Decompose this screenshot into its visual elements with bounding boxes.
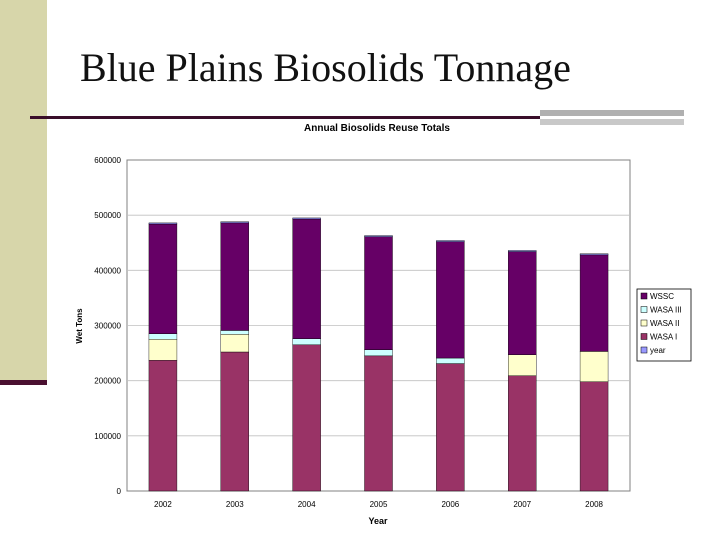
chart-title: Annual Biosolids Reuse Totals <box>304 123 450 134</box>
bar-segment-year <box>436 240 465 242</box>
x-tick-label: 2006 <box>441 500 459 509</box>
bar-segment-year <box>292 217 321 220</box>
legend-label: WASA III <box>650 306 682 315</box>
x-axis-label: Year <box>368 516 388 526</box>
x-tick-label: 2007 <box>513 500 531 509</box>
bar-segment-wasa-iii <box>436 357 465 364</box>
accent-bar-edge <box>0 380 47 385</box>
y-tick-label: 600000 <box>94 156 121 165</box>
legend-swatch <box>640 346 648 354</box>
bar-segment-wasa-iii <box>364 349 393 357</box>
x-tick-label: 2003 <box>226 500 244 509</box>
bar-segment-wasa-i <box>220 351 249 492</box>
legend-swatch <box>640 319 648 327</box>
legend-label: WASA I <box>650 333 677 342</box>
bar-segment-wasa-i <box>148 360 178 492</box>
bar-segment-wssc <box>148 223 178 334</box>
bar-segment-year <box>508 250 537 252</box>
bar-segment-wasa-i <box>508 375 537 492</box>
bar-segment-year <box>364 235 393 237</box>
x-tick-label: 2002 <box>154 500 172 509</box>
legend-label: WASA II <box>650 319 680 328</box>
y-tick-label: 100000 <box>94 432 121 441</box>
title-rule-accent-2 <box>540 119 684 125</box>
slide-title: Blue Plains Biosolids Tonnage <box>80 45 571 90</box>
y-tick-label: 500000 <box>94 211 121 220</box>
bar-segment-wasa-ii <box>508 354 537 376</box>
legend-swatch <box>640 306 648 313</box>
bar-segment-wasa-i <box>364 355 393 492</box>
bar-segment-wasa-i <box>579 381 609 492</box>
y-tick-label: 300000 <box>94 322 121 331</box>
legend-label: WSSC <box>650 292 674 301</box>
y-tick-label: 200000 <box>94 377 121 386</box>
y-axis-label: Wet Tons <box>75 308 84 344</box>
x-tick-label: 2005 <box>370 500 388 509</box>
title-rule <box>30 116 540 119</box>
bar-segment-wasa-i <box>292 344 321 492</box>
bar-segment-wasa-ii <box>579 351 609 382</box>
bar-segment-wssc <box>579 254 609 352</box>
bar-segment-year <box>220 221 249 224</box>
y-tick-label: 400000 <box>94 266 121 275</box>
bar-segment-year <box>579 253 609 256</box>
x-tick-label: 2008 <box>585 500 603 509</box>
accent-bar-left <box>0 0 47 385</box>
bar-segment-wasa-iii <box>148 333 178 340</box>
bar-segment-wasa-iii <box>292 338 321 346</box>
legend-swatch <box>640 292 648 300</box>
legend-label: year <box>650 346 666 355</box>
title-rule-accent <box>540 110 684 116</box>
bar-segment-wssc <box>436 241 465 359</box>
bar-segment-wasa-ii <box>148 339 178 361</box>
bar-segment-wasa-ii <box>220 334 249 353</box>
y-tick-label: 0 <box>117 487 122 496</box>
bar-segment-wasa-iii <box>220 330 249 335</box>
bar-segment-wasa-i <box>436 363 465 492</box>
bar-segment-wssc <box>220 222 249 331</box>
bar-segment-year <box>148 222 178 225</box>
bar-segment-wssc <box>508 251 537 355</box>
legend-swatch <box>640 333 648 340</box>
bar-segment-wssc <box>292 218 321 339</box>
x-tick-label: 2004 <box>298 500 316 509</box>
bar-segment-wssc <box>364 236 393 350</box>
